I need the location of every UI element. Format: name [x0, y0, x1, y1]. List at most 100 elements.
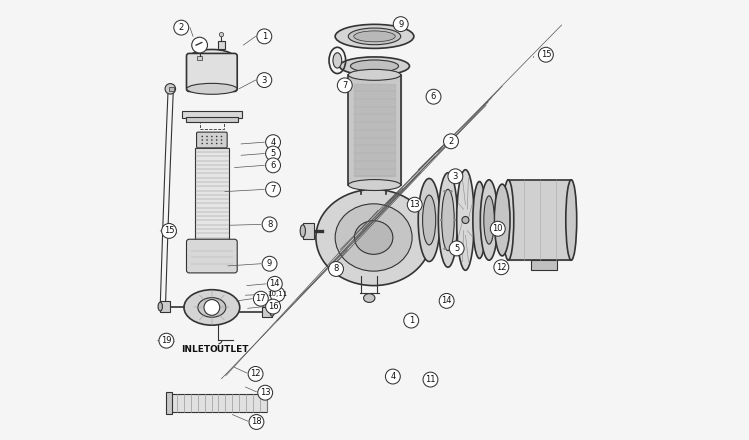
Circle shape	[249, 414, 264, 429]
Ellipse shape	[484, 196, 494, 244]
Circle shape	[262, 256, 277, 271]
Text: 7: 7	[342, 81, 348, 90]
Text: 7: 7	[270, 185, 276, 194]
Circle shape	[262, 217, 277, 232]
Circle shape	[258, 385, 273, 400]
Ellipse shape	[335, 24, 414, 48]
Circle shape	[423, 372, 438, 387]
Circle shape	[407, 197, 422, 212]
Bar	[198, 56, 201, 60]
Circle shape	[450, 190, 452, 193]
Text: 14: 14	[270, 279, 280, 288]
Text: 14: 14	[441, 297, 452, 305]
Circle shape	[257, 29, 272, 44]
Circle shape	[386, 369, 400, 384]
Circle shape	[443, 134, 458, 149]
Ellipse shape	[565, 180, 577, 260]
Ellipse shape	[351, 60, 398, 72]
Circle shape	[221, 143, 222, 144]
Ellipse shape	[473, 182, 486, 258]
Ellipse shape	[187, 83, 237, 94]
Circle shape	[216, 136, 217, 137]
Text: 6: 6	[270, 161, 276, 170]
Ellipse shape	[354, 31, 395, 42]
Circle shape	[449, 241, 464, 256]
Circle shape	[204, 300, 219, 315]
Circle shape	[267, 276, 282, 291]
Circle shape	[165, 84, 175, 94]
Bar	[160, 301, 170, 312]
Text: 17: 17	[255, 294, 266, 303]
Circle shape	[221, 139, 222, 141]
Bar	[170, 394, 267, 412]
Circle shape	[491, 221, 506, 236]
Bar	[218, 41, 225, 48]
Polygon shape	[189, 58, 234, 89]
Text: 13: 13	[260, 388, 270, 397]
Circle shape	[201, 136, 203, 137]
Ellipse shape	[457, 170, 474, 270]
Ellipse shape	[333, 53, 342, 68]
Text: 8: 8	[333, 264, 339, 274]
Circle shape	[337, 78, 352, 93]
Text: 4: 4	[390, 372, 395, 381]
Text: 3: 3	[261, 76, 267, 84]
Circle shape	[443, 190, 446, 193]
Circle shape	[174, 20, 189, 35]
Circle shape	[159, 333, 174, 348]
Text: 12: 12	[496, 263, 506, 272]
FancyBboxPatch shape	[196, 132, 227, 148]
Text: 4: 4	[270, 138, 276, 147]
Ellipse shape	[480, 180, 498, 260]
Ellipse shape	[438, 173, 458, 267]
Circle shape	[266, 158, 280, 173]
Ellipse shape	[363, 293, 375, 302]
Text: 19: 19	[161, 336, 172, 345]
Circle shape	[426, 89, 441, 104]
Circle shape	[201, 139, 203, 141]
Circle shape	[494, 260, 509, 275]
Ellipse shape	[316, 189, 431, 286]
Text: 1: 1	[261, 32, 267, 41]
Circle shape	[206, 139, 207, 141]
Bar	[186, 117, 238, 122]
Bar	[303, 223, 314, 239]
Ellipse shape	[348, 180, 401, 191]
Text: 10,11: 10,11	[267, 291, 288, 297]
Circle shape	[539, 47, 554, 62]
Circle shape	[266, 135, 280, 150]
Circle shape	[448, 169, 463, 184]
Text: 2: 2	[178, 23, 184, 32]
Text: 18: 18	[251, 418, 261, 426]
Circle shape	[211, 143, 213, 144]
Circle shape	[219, 33, 224, 37]
Circle shape	[266, 146, 280, 161]
Ellipse shape	[158, 302, 163, 311]
Circle shape	[216, 139, 217, 141]
Ellipse shape	[198, 297, 226, 317]
Text: 10: 10	[493, 224, 503, 233]
Text: 13: 13	[410, 200, 420, 209]
FancyBboxPatch shape	[187, 53, 237, 92]
Ellipse shape	[270, 308, 274, 316]
Ellipse shape	[335, 204, 412, 271]
Bar	[169, 87, 175, 91]
Ellipse shape	[348, 28, 401, 45]
Circle shape	[192, 37, 207, 53]
Bar	[200, 122, 224, 129]
Bar	[195, 148, 229, 242]
Circle shape	[253, 291, 268, 306]
Ellipse shape	[354, 220, 393, 254]
Circle shape	[443, 247, 446, 250]
Text: 1: 1	[409, 316, 414, 325]
Circle shape	[211, 136, 213, 137]
Ellipse shape	[348, 70, 401, 81]
Circle shape	[211, 139, 213, 141]
Circle shape	[462, 216, 469, 224]
Circle shape	[329, 261, 344, 276]
Ellipse shape	[503, 180, 514, 260]
Ellipse shape	[418, 179, 440, 261]
Circle shape	[393, 17, 408, 32]
Ellipse shape	[422, 195, 436, 245]
Text: 5: 5	[270, 149, 276, 158]
